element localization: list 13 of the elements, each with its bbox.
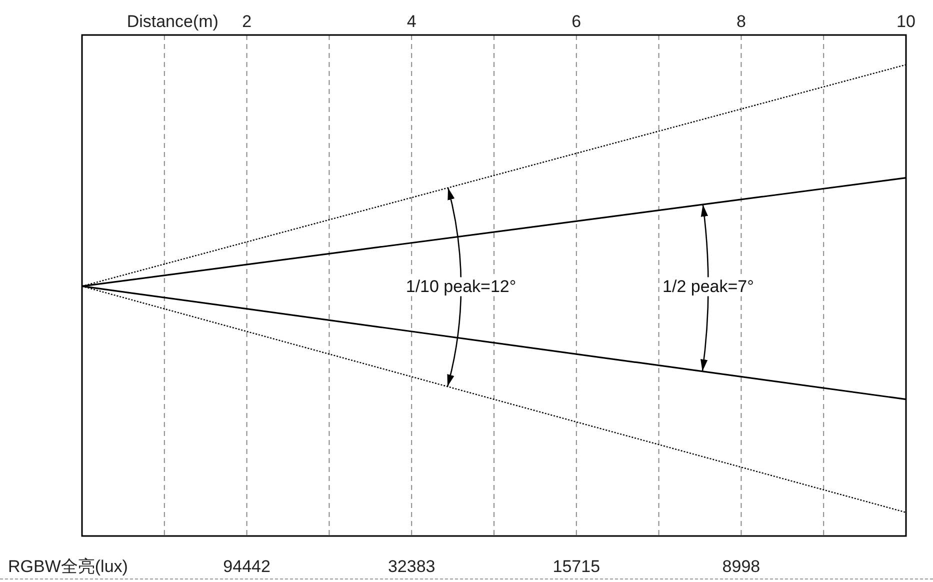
x-tick-label: 8 bbox=[736, 12, 746, 31]
text: 94442 bbox=[223, 557, 270, 576]
x-axis-title: Distance(m) bbox=[126, 12, 218, 31]
text: 8998 bbox=[722, 557, 760, 576]
x-tick-label: 2 bbox=[242, 12, 252, 31]
annotation: 1/10 peak=12° bbox=[406, 277, 516, 296]
x-tick-label: 4 bbox=[406, 12, 416, 31]
text: RGBW全亮(lux) bbox=[8, 557, 128, 576]
text: 15715 bbox=[552, 557, 600, 576]
x-tick-label: 6 bbox=[572, 12, 582, 31]
x-tick-label: 10 bbox=[896, 12, 916, 31]
annotation: 1/2 peak=7° bbox=[662, 277, 754, 296]
text: 32383 bbox=[388, 557, 436, 576]
